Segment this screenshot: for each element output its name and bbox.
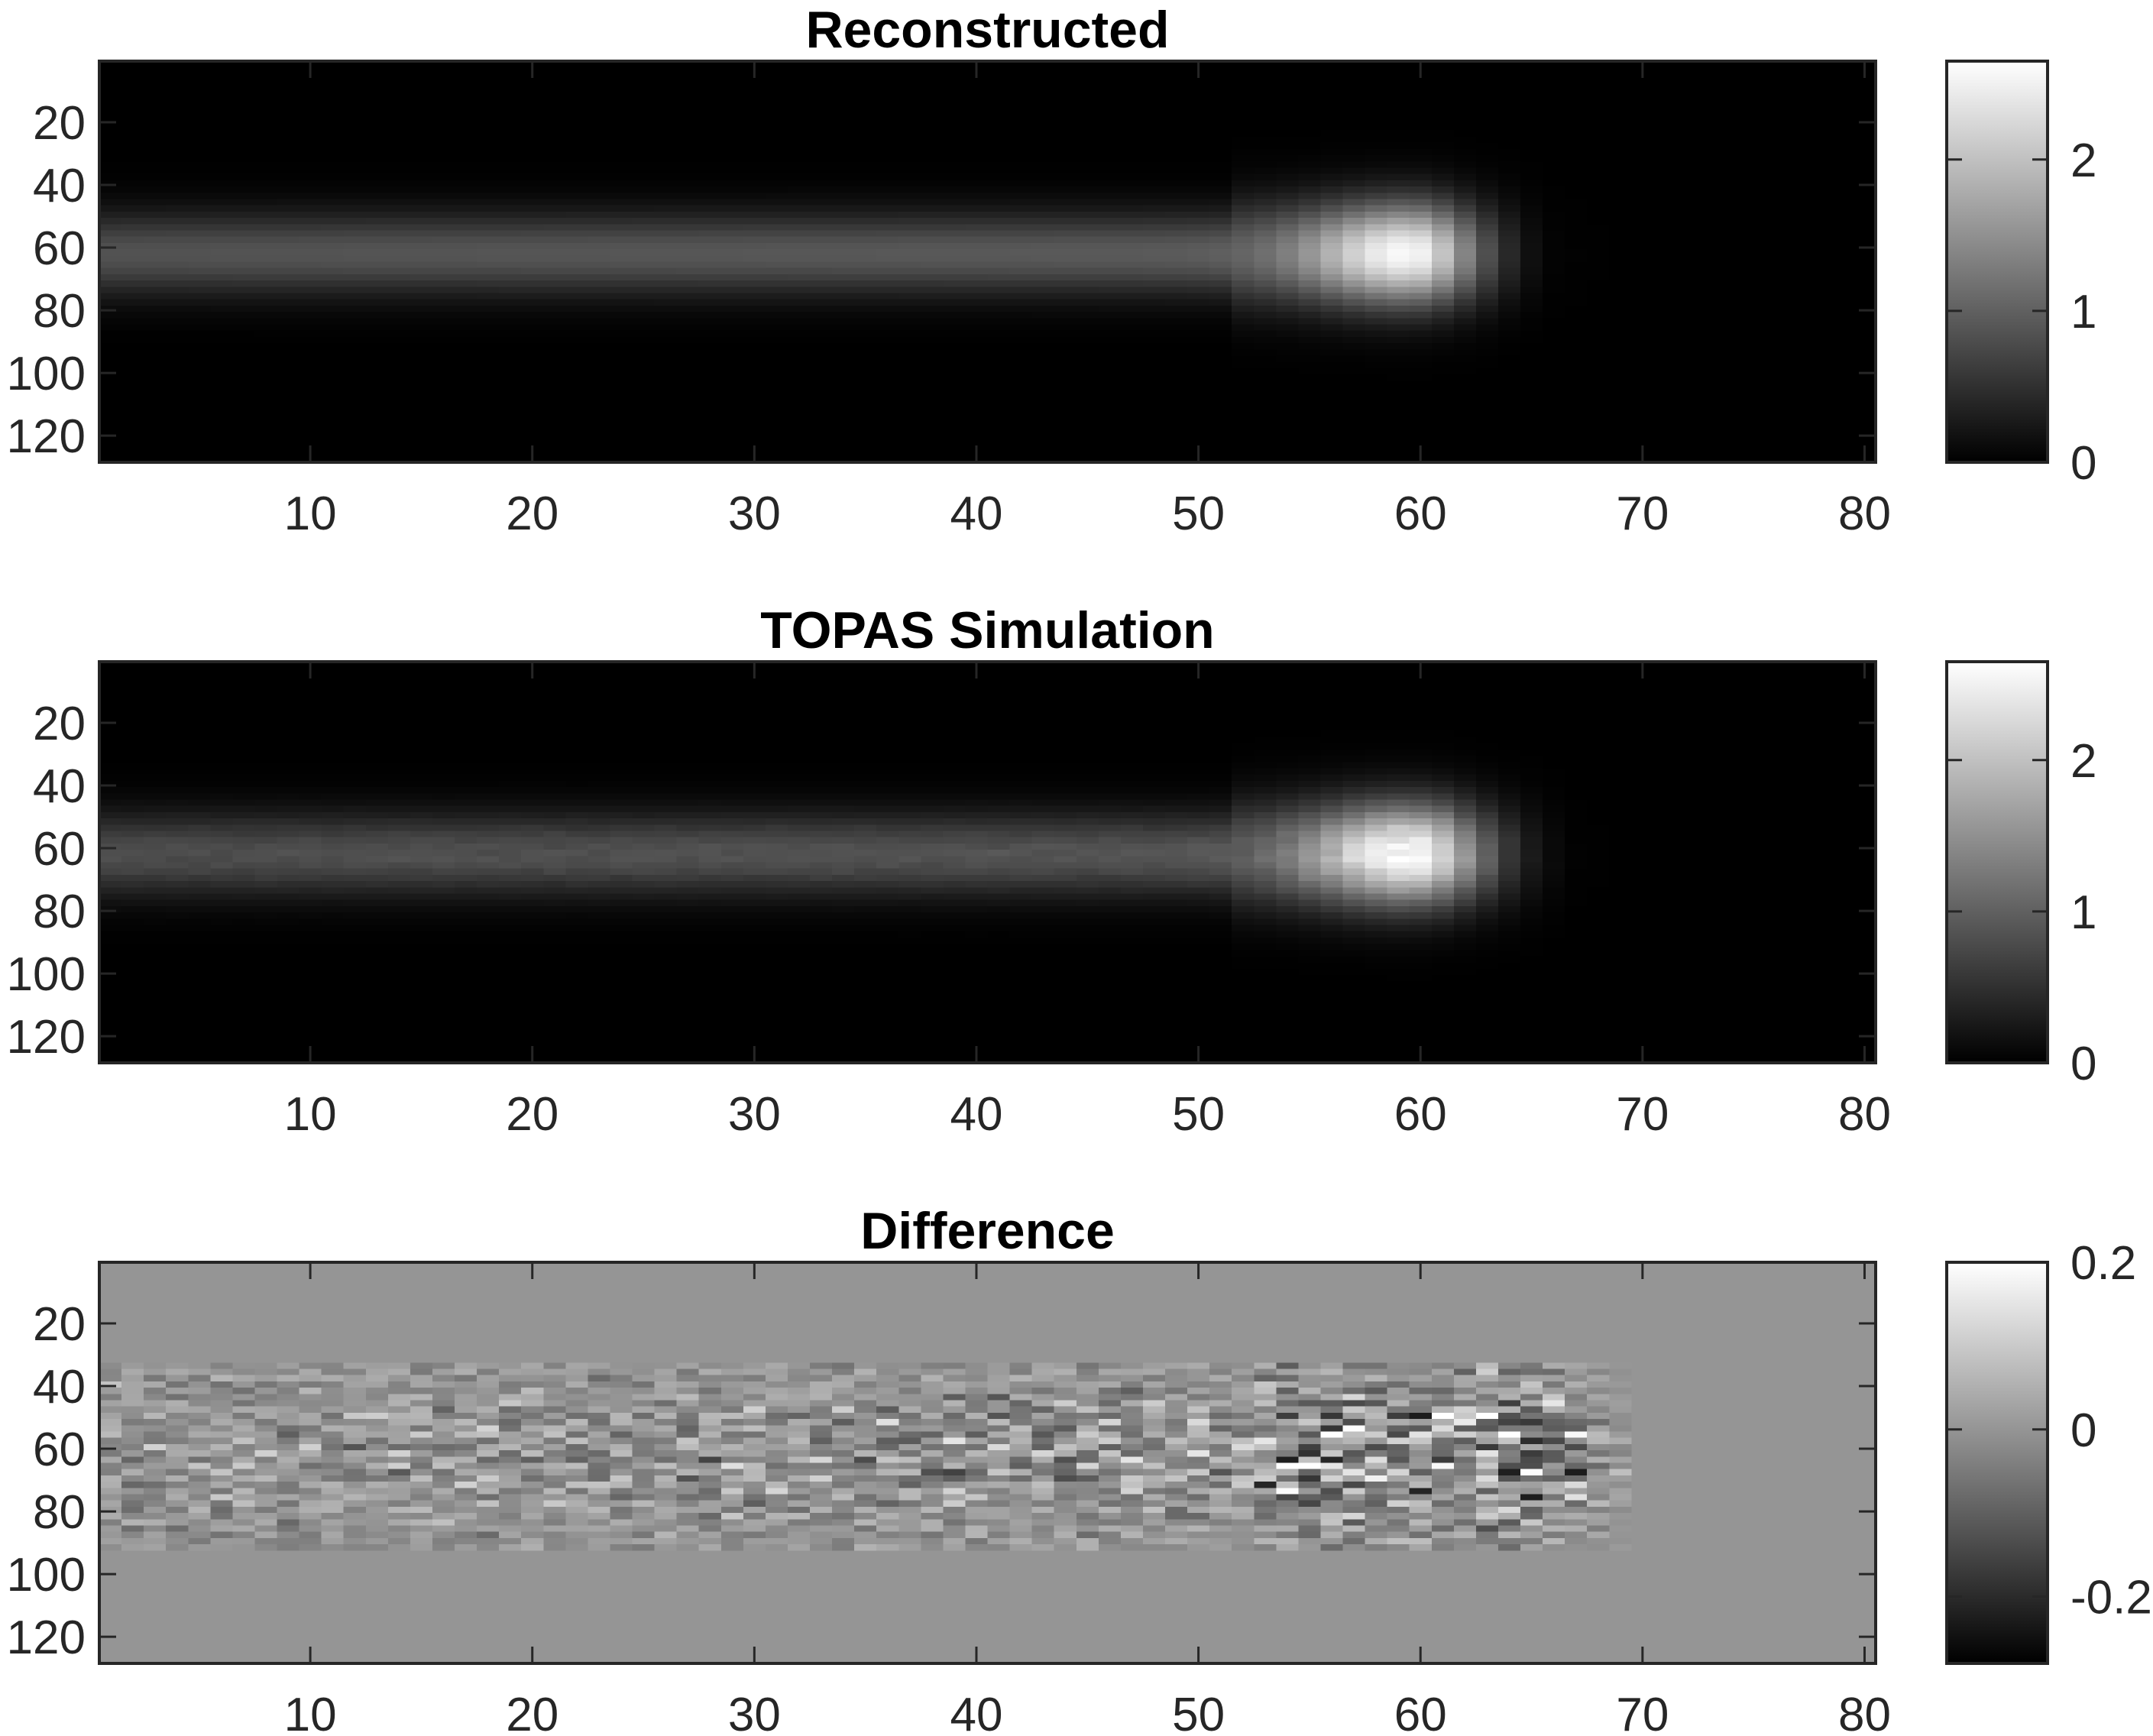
x-tick-label: 40 — [950, 1689, 1002, 1736]
y-tick-label: 80 — [33, 886, 86, 938]
x-tick-label: 80 — [1838, 1689, 1891, 1736]
panel-3: Difference 10 20 30 40 50 60 70 80 20 40 60 80 100 120… — [7, 1202, 2152, 1736]
x-tick-label: 40 — [950, 1088, 1002, 1141]
x-tick-label: 70 — [1616, 1088, 1669, 1141]
colorbar: -0.2 0 0.2 — [1945, 1237, 2152, 1665]
axes-frame — [98, 660, 1877, 1064]
x-tick-label: 30 — [728, 1689, 781, 1736]
x-tick-label: 40 — [950, 487, 1002, 540]
x-tick-label: 30 — [728, 487, 781, 540]
y-tick-label: 60 — [33, 1423, 86, 1476]
axes-frame — [98, 1261, 1877, 1665]
x-tick-label: 10 — [284, 487, 337, 540]
colorbar-frame — [1945, 60, 2049, 464]
y-tick-label: 100 — [7, 948, 86, 1001]
x-tick-label: 50 — [1172, 1689, 1225, 1736]
heatmap-image — [99, 1262, 1876, 1664]
colorbar-tick-label: 0 — [2070, 1404, 2096, 1457]
y-tick-label: 120 — [7, 410, 86, 463]
colorbar-tick-label: 1 — [2070, 286, 2096, 338]
y-tick-label: 60 — [33, 222, 86, 275]
x-tick-label: 10 — [284, 1689, 337, 1736]
y-tick-label: 40 — [33, 160, 86, 212]
y-tick-label: 20 — [33, 698, 86, 750]
colorbar: 0 1 2 — [1945, 60, 2096, 490]
colorbar-frame — [1945, 660, 2049, 1064]
panel-title: Reconstructed — [805, 1, 1169, 59]
colorbar-tick-label: 1 — [2070, 886, 2096, 939]
x-tick-label: 60 — [1394, 1088, 1447, 1141]
y-tick-label: 120 — [7, 1011, 86, 1064]
y-tick-label: 60 — [33, 823, 86, 876]
x-tick-label: 20 — [506, 1689, 558, 1736]
panel-title: Difference — [860, 1202, 1115, 1260]
colorbar-frame — [1945, 1261, 2049, 1665]
colorbar-tick-label: 0.2 — [2070, 1237, 2136, 1290]
colorbar-tick-label: 0 — [2070, 1038, 2096, 1090]
colorbar-tick-label: -0.2 — [2070, 1572, 2152, 1624]
colorbar-tick-label: 2 — [2070, 735, 2096, 788]
colorbar-gradient — [1947, 61, 2048, 462]
x-tick-label: 80 — [1838, 487, 1891, 540]
y-tick-label: 40 — [33, 760, 86, 813]
y-tick-label: 120 — [7, 1611, 86, 1664]
x-tick-label: 50 — [1172, 1088, 1225, 1141]
y-tick-label: 20 — [33, 1298, 86, 1351]
x-tick-label: 50 — [1172, 487, 1225, 540]
x-tick-label: 60 — [1394, 487, 1447, 540]
x-tick-label: 10 — [284, 1088, 337, 1141]
x-tick-label: 20 — [506, 487, 558, 540]
x-tick-label: 30 — [728, 1088, 781, 1141]
y-tick-label: 20 — [33, 97, 86, 150]
colorbar-tick-label: 2 — [2070, 134, 2096, 187]
colorbar-gradient — [1947, 1262, 2048, 1663]
heatmap-image — [99, 662, 1876, 1064]
y-tick-label: 100 — [7, 1549, 86, 1602]
panel-title: TOPAS Simulation — [760, 601, 1214, 659]
colorbar: 0 1 2 — [1945, 660, 2096, 1090]
y-tick-label: 80 — [33, 1486, 86, 1539]
y-tick-label: 40 — [33, 1361, 86, 1414]
x-tick-label: 60 — [1394, 1689, 1447, 1736]
colorbar-tick-label: 0 — [2070, 437, 2096, 490]
x-tick-label: 70 — [1616, 1689, 1669, 1736]
y-tick-label: 100 — [7, 348, 86, 400]
heatmap-image — [99, 61, 1876, 463]
x-tick-label: 80 — [1838, 1088, 1891, 1141]
x-tick-label: 20 — [506, 1088, 558, 1141]
colorbar-gradient — [1947, 662, 2048, 1063]
x-tick-label: 70 — [1616, 487, 1669, 540]
axes-frame — [98, 60, 1877, 464]
y-tick-label: 80 — [33, 285, 86, 338]
